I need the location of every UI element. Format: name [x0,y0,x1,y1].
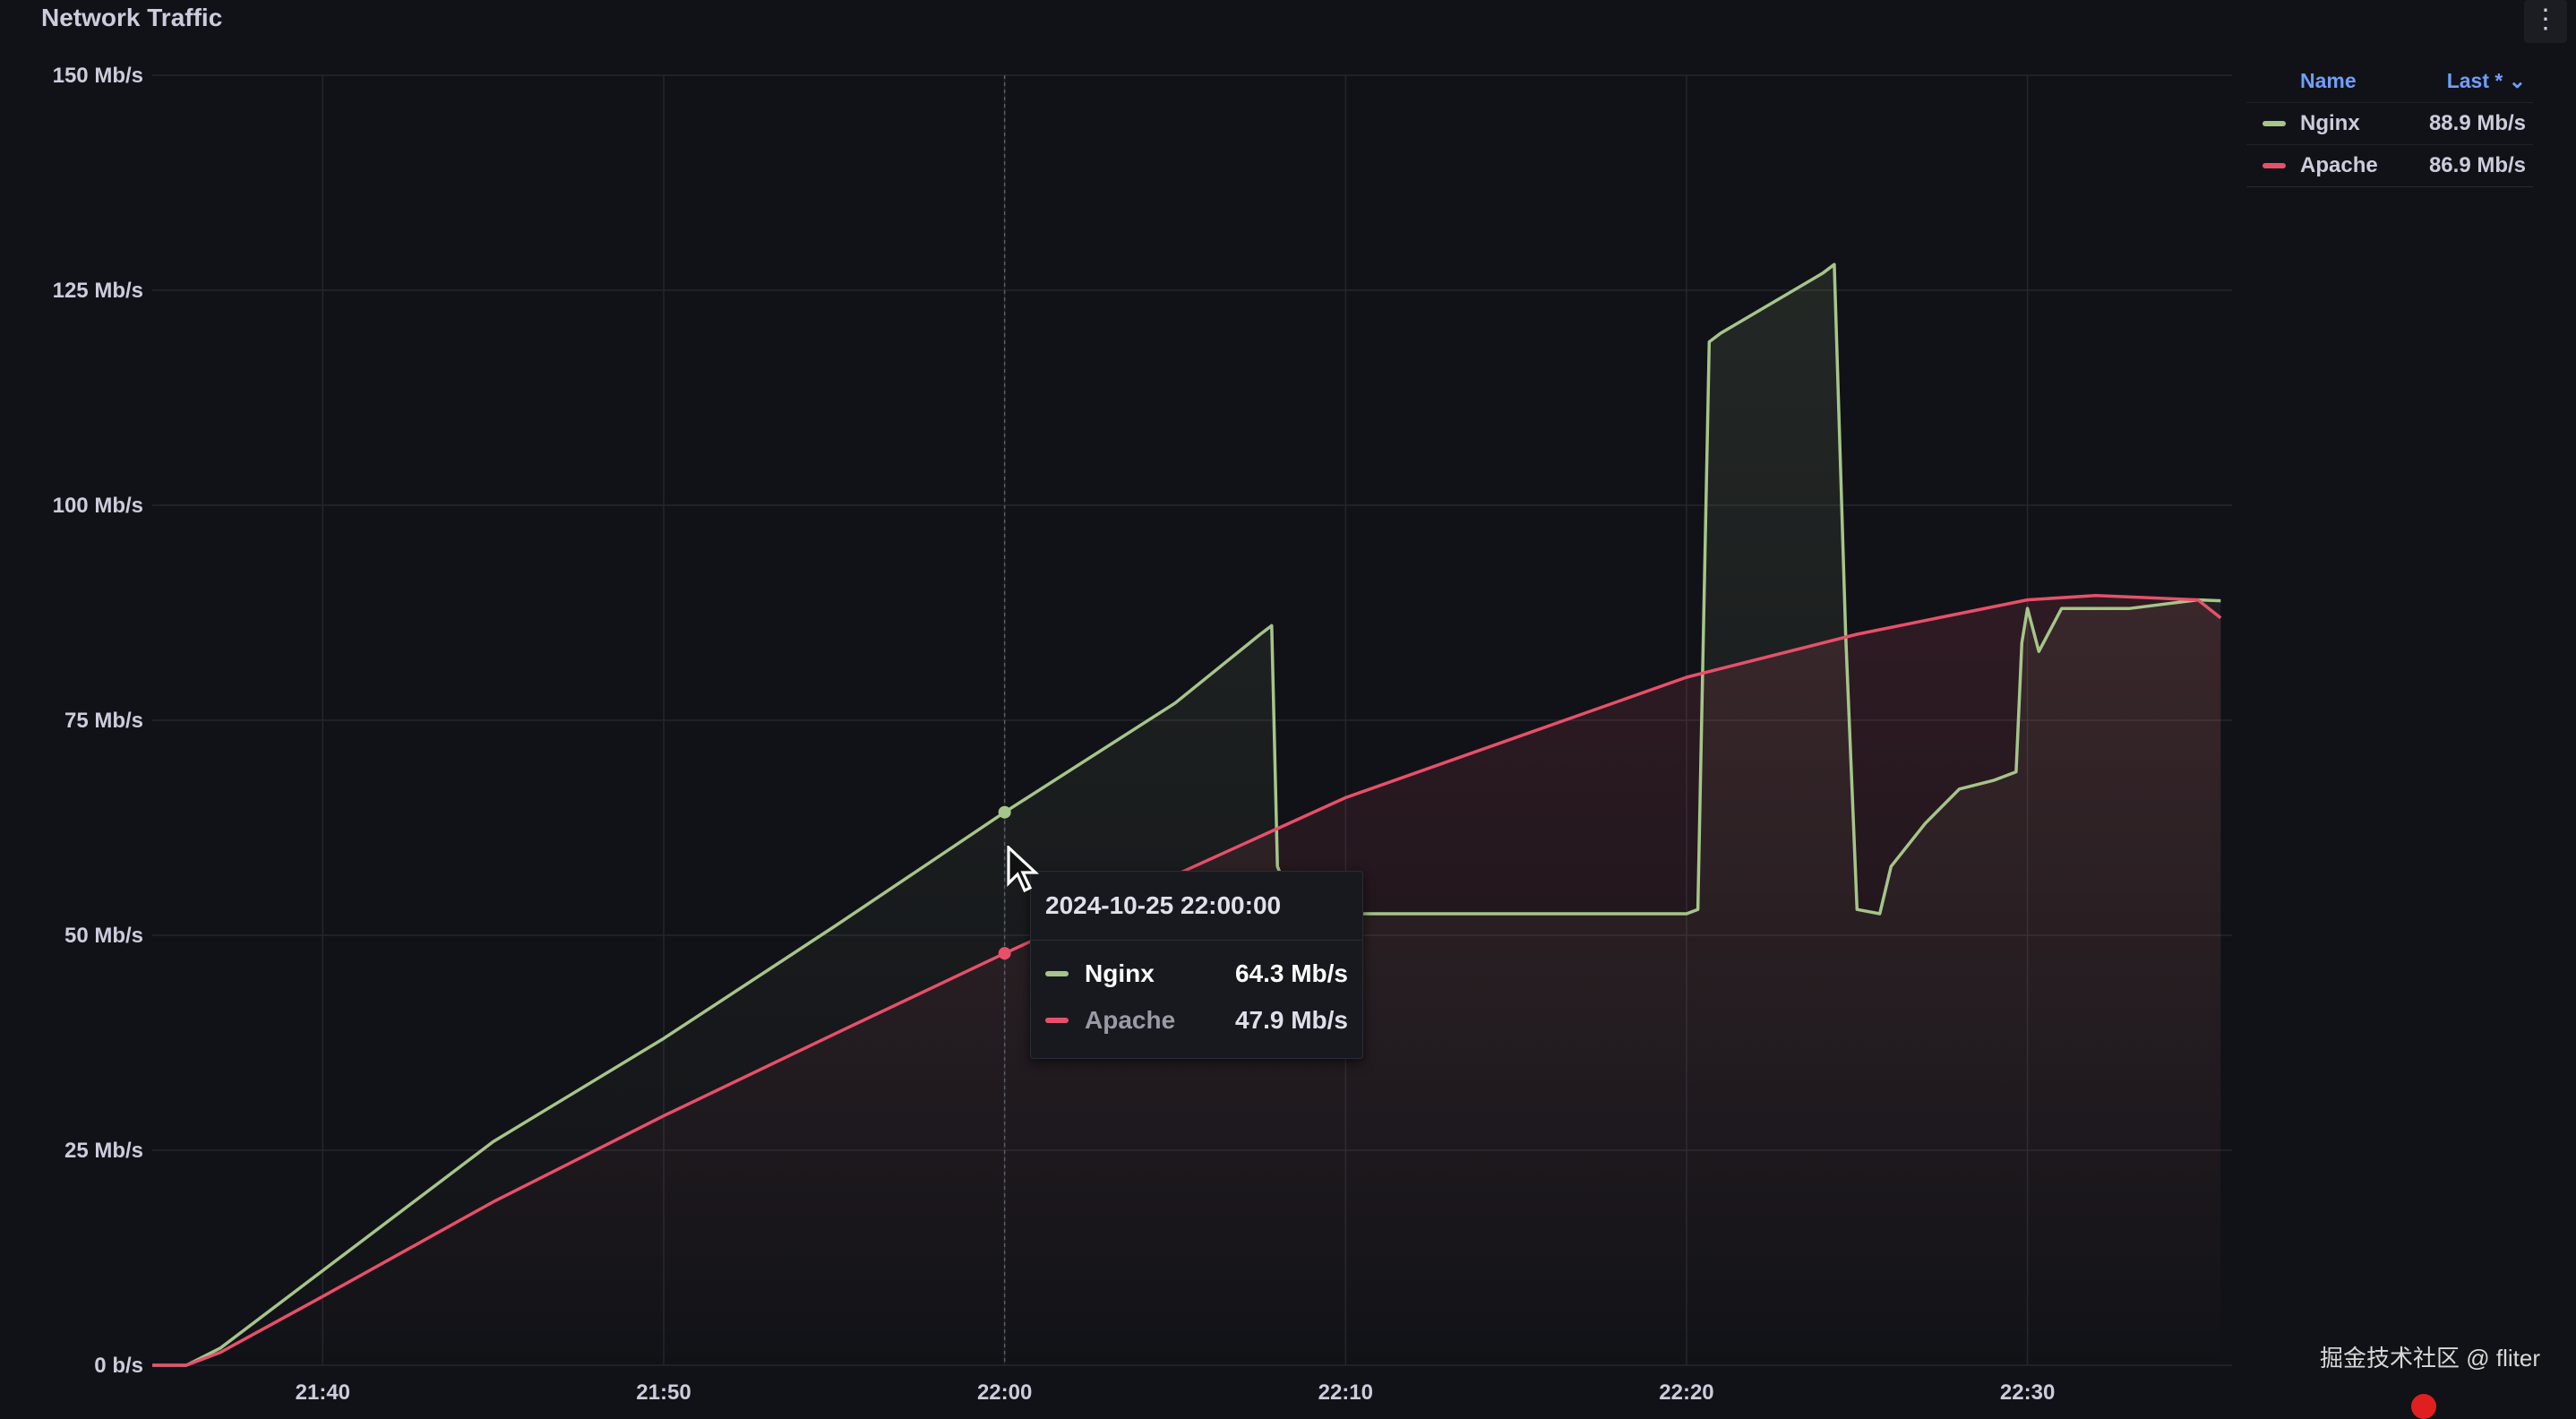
legend-item-name: Apache [2300,153,2378,177]
tooltip-series-name: Apache [1085,1006,1176,1034]
hover-tooltip: 2024-10-25 22:00:00 Nginx 64.3 Mb/s Apac… [1030,871,1363,1059]
series-color-swatch [1045,971,1069,976]
tooltip-divider [1031,940,1362,941]
watermark: 掘金技术社区 @ fliter [2320,1345,2540,1372]
more-vertical-icon[interactable]: ⋮ [2524,0,2567,43]
y-tick-label: 150 Mb/s [53,64,143,88]
legend-header: Name Last * ⌄ [2246,59,2533,102]
legend-item-name: Nginx [2300,111,2360,135]
chevron-down-icon: ⌄ [2508,68,2526,92]
x-tick-label: 21:50 [636,1380,691,1405]
x-tick-label: 21:40 [296,1380,350,1405]
series-line-nginx[interactable] [152,262,2221,1367]
y-tick-label: 0 b/s [94,1354,143,1378]
x-tick-label: 22:00 [977,1380,1032,1405]
legend-item-last: 86.9 Mb/s [2428,153,2526,177]
mouse-pointer-icon [1007,846,1040,893]
recording-indicator-icon [2411,1394,2436,1419]
tooltip-series-name: Nginx [1085,959,1155,987]
panel-title: Network Traffic [41,4,223,31]
legend-item-apache[interactable]: Apache 86.9 Mb/s [2246,144,2533,186]
x-tick-label: 22:10 [1318,1380,1373,1405]
legend-item-nginx[interactable]: Nginx 88.9 Mb/s [2246,102,2533,144]
legend-table: Name Last * ⌄ Nginx 88.9 Mb/s Apache 86.… [2246,59,2533,187]
legend-last-header[interactable]: Last * ⌄ [2446,68,2526,92]
hover-point-nginx [998,805,1011,819]
y-tick-label: 100 Mb/s [53,494,143,518]
y-tick-label: 50 Mb/s [64,924,143,948]
y-tick-label: 75 Mb/s [64,709,143,733]
series-color-swatch [1045,1018,1069,1023]
tooltip-series-value: 47.9 Mb/s [1234,1006,1348,1034]
x-tick-label: 22:20 [1659,1380,1713,1405]
series-color-swatch [2263,163,2286,168]
legend-name-header[interactable]: Name [2300,68,2357,92]
y-tick-label: 25 Mb/s [64,1139,143,1163]
hover-point-apache [998,947,1011,960]
tooltip-row-nginx: Nginx 64.3 Mb/s [1045,956,1348,992]
y-tick-label: 125 Mb/s [53,279,143,303]
tooltip-row-apache: Apache 47.9 Mb/s [1045,1002,1348,1038]
series-color-swatch [2263,121,2286,126]
tooltip-series-value: 64.3 Mb/s [1234,959,1348,987]
tooltip-time: 2024-10-25 22:00:00 [1045,891,1282,919]
legend-item-last: 88.9 Mb/s [2428,111,2526,135]
x-tick-label: 22:30 [2000,1380,2055,1405]
